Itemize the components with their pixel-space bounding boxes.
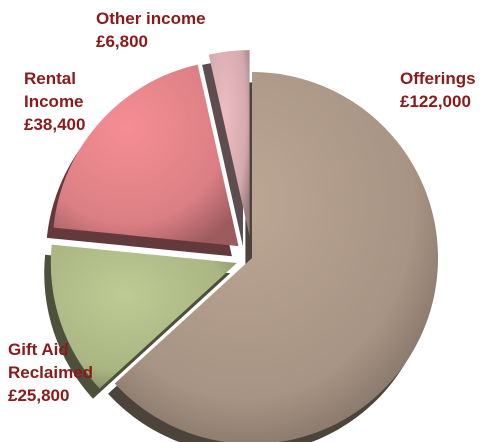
- pie-label-gift-aid-reclaimed: Gift Aid Reclaimed £25,800: [8, 340, 93, 405]
- pie-label-offerings: Offerings £122,000: [400, 69, 476, 111]
- pie-value-label: £38,400: [24, 115, 85, 134]
- pie-value-label: £25,800: [8, 386, 69, 405]
- pie-label-rental-income: Rental Income £38,400: [24, 69, 85, 134]
- pie-slice-other-income: [202, 50, 250, 247]
- pie-category-label: Other income: [96, 9, 206, 28]
- pie-slice-gift-aid-reclaimed: [44, 244, 237, 399]
- pie-slice-face: [50, 244, 237, 389]
- pie-slice-face: [53, 64, 239, 247]
- pie-slice-rental-income: [46, 64, 239, 257]
- pie-value-label: £6,800: [96, 32, 148, 51]
- pie-slices: [44, 50, 438, 442]
- pie-value-label: £122,000: [400, 92, 471, 111]
- pie-category-label: Income: [24, 92, 84, 111]
- pie-category-label: Rental: [24, 69, 76, 88]
- pie-labels: Offerings £122,000 Gift Aid Reclaimed £25,80…: [8, 9, 476, 405]
- pie-category-label: Offerings: [400, 69, 476, 88]
- pie-category-label: Gift Aid: [8, 340, 69, 359]
- pie-category-label: Reclaimed: [8, 363, 93, 382]
- pie-slice-face: [208, 50, 250, 237]
- pie-slice-offerings: [108, 72, 438, 442]
- pie-label-other-income: Other income £6,800: [96, 9, 206, 51]
- pie-slice-face: [114, 72, 438, 442]
